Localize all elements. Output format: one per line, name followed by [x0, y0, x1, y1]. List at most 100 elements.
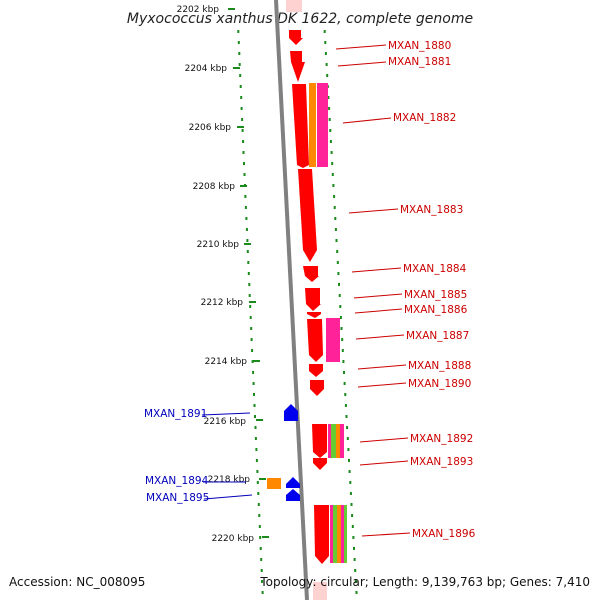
feature-orange-1892[interactable]: [336, 424, 340, 458]
left-dotted-track-dot: [257, 492, 260, 495]
label-mxan-1895[interactable]: MXAN_1895: [146, 492, 209, 504]
label-mxan-1886[interactable]: MXAN_1886: [404, 304, 468, 316]
gene-arrow-mxan-1887[interactable]: [307, 319, 323, 362]
left-dotted-track-dot: [253, 404, 256, 407]
left-dotted-track-dot: [260, 569, 263, 572]
right-dotted-track-dot: [337, 272, 340, 275]
gene-block-mxan-1894[interactable]: [267, 478, 281, 489]
feature-magenta-1892[interactable]: [340, 424, 344, 458]
tick-label-2214: 2214 kbp: [205, 357, 248, 367]
leader-mxan-1890: [357, 382, 407, 388]
gene-arrow-mxan-1881[interactable]: [290, 51, 305, 82]
left-dotted-track-dot: [251, 360, 254, 363]
feature-orange-1882[interactable]: [309, 83, 316, 167]
left-dotted-track-dot: [256, 481, 259, 484]
left-dotted-track-dot: [255, 448, 258, 451]
left-dotted-track-dot: [255, 459, 258, 462]
right-dotted-track-dot: [328, 118, 331, 121]
right-dotted-track-dot: [333, 195, 336, 198]
genome-title: Myxococcus xanthus DK 1622, complete gen…: [127, 11, 473, 27]
leader-mxan-1893: [359, 460, 409, 466]
leader-mxan-1888: [357, 364, 407, 370]
leader-mxan-1892: [359, 437, 409, 443]
label-mxan-1890[interactable]: MXAN_1890: [408, 378, 471, 390]
right-dotted-track-dot: [352, 536, 355, 539]
gene-arrow-mxan-1885[interactable]: [305, 288, 321, 311]
gene-arrow-mxan-1896[interactable]: [314, 505, 329, 564]
left-dotted-track-dot: [242, 151, 245, 154]
right-dotted-track-dot: [339, 305, 342, 308]
label-mxan-1896[interactable]: MXAN_1896: [412, 528, 476, 540]
feature-strip-1896[interactable]: [330, 505, 333, 563]
tick-label-2212: 2212 kbp: [201, 298, 244, 308]
left-dotted-track-dot: [240, 107, 243, 110]
gene-arrow-mxan-1880[interactable]: [289, 30, 303, 45]
gene-arrow-mxan-1892[interactable]: [312, 424, 327, 458]
left-dotted-track-dot: [237, 41, 240, 44]
right-dotted-track-dot: [335, 239, 338, 242]
right-dotted-track-dot: [339, 316, 342, 319]
left-dotted-track-dot: [250, 327, 253, 330]
left-dotted-track-dot: [252, 382, 255, 385]
label-mxan-1885[interactable]: MXAN_1885: [404, 289, 467, 301]
right-dotted-track-dot: [325, 63, 328, 66]
feature-orange-1896[interactable]: [337, 505, 341, 563]
gene-arrow-mxan-1894-blue[interactable]: [286, 477, 300, 488]
label-mxan-1880[interactable]: MXAN_1880: [388, 40, 451, 52]
label-mxan-1894[interactable]: MXAN_1894: [145, 475, 209, 487]
right-dotted-track-dot: [351, 525, 354, 528]
left-dotted-track-dot: [238, 63, 241, 66]
gene-arrow-mxan-1893[interactable]: [313, 458, 327, 470]
gene-arrow-mxan-1888[interactable]: [309, 364, 323, 377]
left-dotted-track-dot: [252, 371, 255, 374]
feature-magenta-1896[interactable]: [341, 505, 344, 563]
right-dotted-track-dot: [338, 283, 340, 286]
right-dotted-track-dot: [324, 52, 327, 55]
leader-mxan-1884: [351, 267, 402, 273]
left-dotted-track-dot: [244, 195, 247, 198]
left-dotted-track-dot: [260, 558, 263, 561]
topology-summary: Topology: circular; Length: 9,139,763 bp…: [259, 575, 590, 589]
label-mxan-1883[interactable]: MXAN_1883: [400, 204, 463, 216]
right-dotted-track-dot: [353, 547, 355, 550]
gene-arrow-mxan-1890[interactable]: [310, 380, 324, 396]
tick-label-2204: 2204 kbp: [185, 64, 228, 74]
label-mxan-1881[interactable]: MXAN_1881: [388, 56, 451, 68]
genome-backbone: [274, 0, 309, 600]
gene-arrow-mxan-1891[interactable]: [284, 404, 298, 421]
feature-green-1892[interactable]: [331, 424, 336, 458]
gene-arrow-mxan-1884[interactable]: [303, 266, 319, 282]
left-dotted-track-dot: [238, 52, 241, 55]
gene-arrow-mxan-1895[interactable]: [286, 489, 300, 501]
feature-strip-1892[interactable]: [328, 424, 331, 458]
tick-label-2206: 2206 kbp: [189, 123, 232, 133]
left-dotted-track-dot: [241, 118, 244, 121]
feature-magenta-1882[interactable]: [317, 83, 328, 167]
reverse-strand-genes: [267, 404, 300, 501]
label-mxan-1893[interactable]: MXAN_1893: [410, 456, 473, 468]
gene-arrow-mxan-1883[interactable]: [298, 169, 317, 262]
label-mxan-1882[interactable]: MXAN_1882: [393, 112, 456, 124]
right-dotted-track-dot: [349, 492, 352, 495]
left-dotted-track-dot: [257, 503, 260, 506]
left-dotted-track-dot: [242, 140, 245, 143]
label-mxan-1888[interactable]: MXAN_1888: [408, 360, 471, 372]
left-dotted-track-dot: [239, 74, 242, 77]
leader-mxan-1895: [203, 494, 253, 500]
label-mxan-1884[interactable]: MXAN_1884: [403, 263, 467, 275]
gene-arrow-mxan-1886[interactable]: [307, 312, 321, 318]
right-dotted-track-dot: [344, 404, 347, 407]
tick-label-2218: 2218 kbp: [208, 475, 251, 485]
left-dotted-track-dot: [254, 426, 257, 429]
gene-arrow-mxan-1882[interactable]: [292, 84, 309, 168]
feature-green-1896[interactable]: [333, 505, 337, 563]
feature-green-1896b[interactable]: [344, 505, 347, 563]
label-mxan-1892[interactable]: MXAN_1892: [410, 433, 473, 445]
leader-mxan-1887: [355, 334, 405, 340]
right-dotted-track-dot: [346, 426, 349, 429]
label-mxan-1887[interactable]: MXAN_1887: [406, 330, 469, 342]
feature-magenta-1887[interactable]: [326, 318, 340, 362]
right-dotted-track-dot: [342, 360, 345, 363]
label-mxan-1891[interactable]: MXAN_1891: [144, 408, 207, 420]
